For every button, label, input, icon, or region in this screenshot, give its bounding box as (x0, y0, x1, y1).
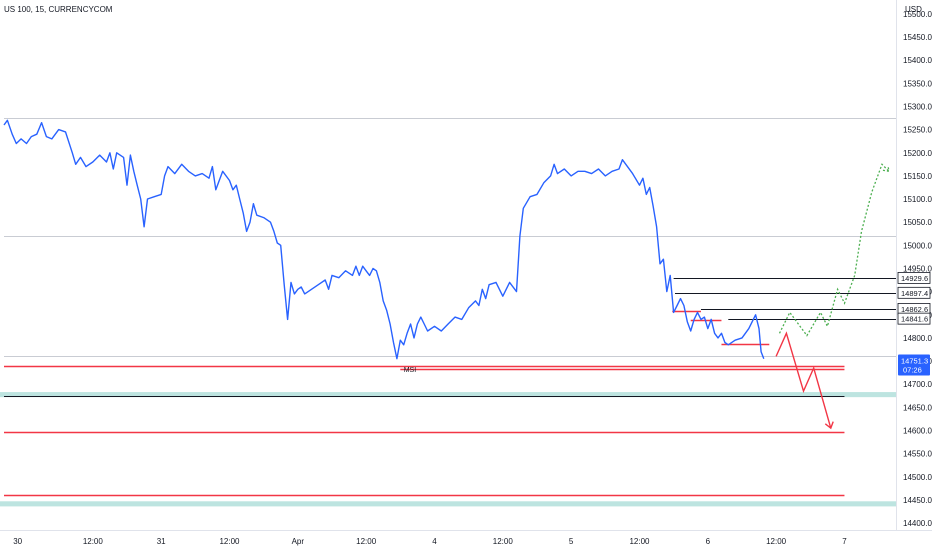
y-tick-label: 15000.0 (903, 241, 932, 250)
horizontal-lines-layer (4, 118, 896, 497)
y-tick-label: 14650.0 (903, 403, 932, 412)
annotation-label: MSI (404, 367, 417, 374)
x-tick-label: 12:00 (766, 537, 787, 546)
current-price-text: 14751.3 (901, 356, 928, 365)
y-tick-label: 15100.0 (903, 195, 932, 204)
bearish-arrow-head (824, 421, 834, 430)
price-label-text: 14929.6 (901, 274, 928, 283)
y-tick-label: 14550.0 (903, 450, 932, 459)
y-tick-label: 14600.0 (903, 426, 932, 435)
x-tick-label: 6 (706, 537, 711, 546)
annotations-layer: MSI (404, 367, 417, 374)
x-tick-label: 12:00 (493, 537, 514, 546)
symbol-title: US 100, 15, CURRENCYCOM (4, 5, 113, 14)
y-tick-label: 15150.0 (903, 172, 932, 181)
y-tick-label: 14950.0 (903, 264, 932, 273)
y-tick-label: 14700.0 (903, 380, 932, 389)
x-tick-label: Apr (292, 537, 305, 546)
price-label-box (897, 286, 931, 299)
bullish-arrow-head (882, 165, 890, 173)
x-tick-label: 7 (842, 537, 847, 546)
price-label-text: 14897.4 (901, 289, 928, 298)
x-tick-label: 31 (157, 537, 166, 546)
x-tick-label: 12:00 (219, 537, 240, 546)
y-tick-label: 15350.0 (903, 79, 932, 88)
y-tick-label: 14400.0 (903, 519, 932, 528)
price-series-layer (3, 119, 765, 360)
y-tick-label: 14800.0 (903, 334, 932, 343)
y-tick-label: 15400.0 (903, 56, 932, 65)
forecast-layer (775, 163, 890, 430)
currency-label: USD (905, 5, 922, 14)
support-zone (0, 501, 896, 507)
price-label-text: 14841.6 (901, 315, 928, 324)
x-tick-label: 12:00 (629, 537, 650, 546)
y-tick-label: 15450.0 (903, 33, 932, 42)
y-tick-label: 15300.0 (903, 102, 932, 111)
price-label-box (897, 312, 931, 325)
x-tick-label: 4 (432, 537, 437, 546)
y-tick-label: 15500.0 (903, 10, 932, 19)
y-tick-label: 15250.0 (903, 126, 932, 135)
price-label-text: 14862.6 (901, 305, 928, 314)
price-label-box (897, 272, 931, 284)
price-line (3, 119, 765, 360)
bearish-forecast-path (775, 331, 832, 429)
x-tick-label: 12:00 (83, 537, 104, 546)
y-tick-label: 14500.0 (903, 473, 932, 482)
x-tick-label: 12:00 (356, 537, 377, 546)
time-axis[interactable]: 30 12:00 31 12:00 Apr 12:00 4 12:00 5 12:00 6 12:00… (13, 537, 847, 546)
zones-layer (0, 392, 896, 507)
current-price-box (898, 354, 930, 376)
y-tick-label: 14450.0 (903, 496, 932, 505)
x-tick-label: 30 (13, 537, 22, 546)
support-zone (0, 392, 896, 398)
price-axis[interactable]: 15500.0 15450.0 15400.0 15350.0 15300.0 15250… (903, 10, 932, 528)
y-tick-label: 15050.0 (903, 218, 932, 227)
y-tick-label: 15200.0 (903, 149, 932, 158)
bullish-forecast-path (778, 163, 890, 337)
bar-countdown-text: 07:26 (903, 365, 922, 374)
x-tick-label: 5 (569, 537, 574, 546)
